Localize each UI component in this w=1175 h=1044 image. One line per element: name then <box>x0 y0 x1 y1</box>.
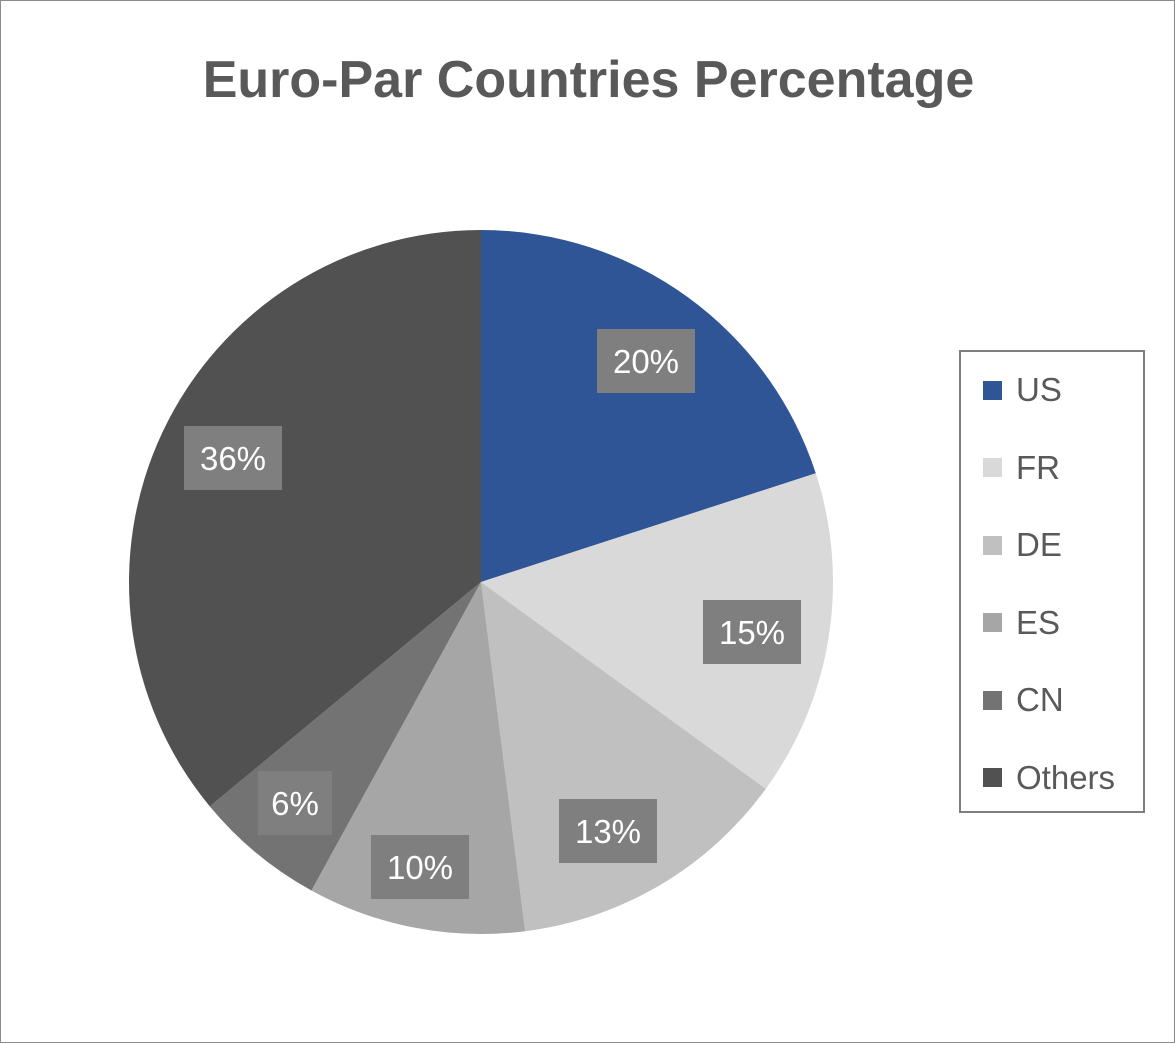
data-label-box <box>371 835 469 899</box>
legend-label: Others <box>1016 758 1116 796</box>
legend-item-others: Others <box>983 758 1115 798</box>
data-label-box <box>184 426 282 490</box>
pie-slice-fr <box>481 473 833 789</box>
data-label-cn: 6% <box>258 771 332 835</box>
pie-slice-de <box>481 582 766 932</box>
legend-item-es: ES <box>983 603 1060 643</box>
legend-item-fr: FR <box>983 448 1060 488</box>
legend-swatch <box>983 613 1002 632</box>
legend-swatch <box>983 535 1002 555</box>
data-label-text: 20% <box>613 343 679 380</box>
data-label-fr: 15% <box>703 600 801 664</box>
legend-label: ES <box>1016 603 1061 641</box>
data-label-box <box>258 771 332 835</box>
legend-item-us: US <box>983 370 1062 410</box>
data-label-box <box>559 799 657 863</box>
data-label-us: 20% <box>597 329 695 393</box>
legend-swatch <box>983 458 1002 477</box>
legend-label: FR <box>1016 448 1060 486</box>
data-label-text: 10% <box>387 849 453 886</box>
pie-slice-others <box>129 230 481 807</box>
pie-slice-es <box>311 582 526 934</box>
data-label-de: 13% <box>559 799 657 863</box>
legend-swatch <box>983 690 1002 710</box>
legend-swatch <box>983 768 1002 787</box>
legend-label: CN <box>1016 681 1064 718</box>
data-label-others: 36% <box>184 426 282 490</box>
data-label-text: 13% <box>575 813 641 850</box>
data-label-text: 15% <box>719 614 785 651</box>
legend-item-de: DE <box>983 525 1062 565</box>
data-label-box <box>597 329 695 393</box>
pie-slice-us <box>481 230 816 582</box>
legend-item-cn: CN <box>983 680 1064 720</box>
data-label-text: 36% <box>200 440 266 477</box>
legend-label: DE <box>1016 526 1062 563</box>
data-label-box <box>703 600 801 664</box>
chart-title: Euro-Par Countries Percentage <box>202 51 975 109</box>
legend-swatch <box>983 380 1002 400</box>
data-label-es: 10% <box>371 835 469 899</box>
chart-legend: US FR DE ES CN Others <box>959 350 1145 813</box>
legend-label: US <box>1016 371 1062 408</box>
data-label-text: 6% <box>271 785 319 822</box>
